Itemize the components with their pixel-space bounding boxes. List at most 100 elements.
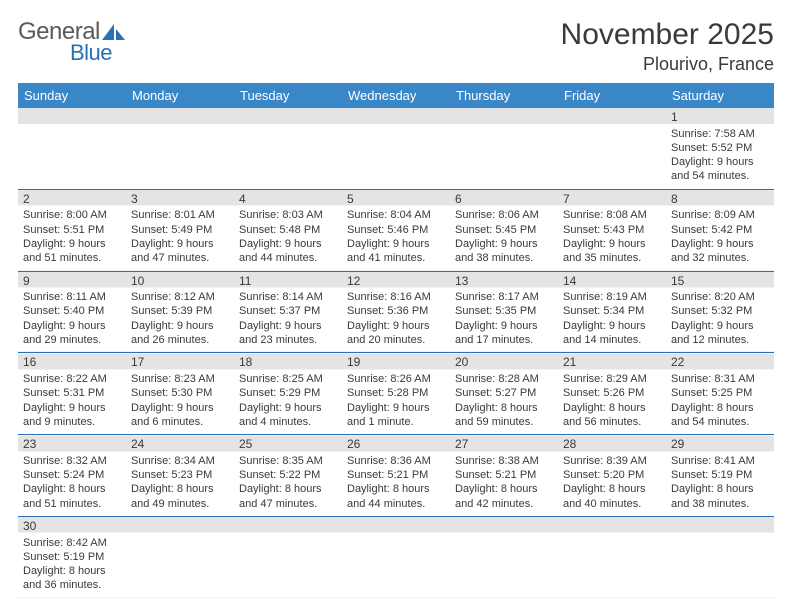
- cell-text: and 36 minutes.: [23, 578, 121, 592]
- cell-text: Sunset: 5:27 PM: [455, 386, 553, 400]
- calendar-cell: [234, 108, 342, 189]
- sail-icon: [101, 23, 127, 41]
- cell-text: Sunset: 5:19 PM: [671, 468, 769, 482]
- cell-text: Sunset: 5:42 PM: [671, 223, 769, 237]
- calendar-cell: 1Sunrise: 7:58 AMSunset: 5:52 PMDaylight…: [666, 108, 774, 189]
- cell-text: Sunset: 5:29 PM: [239, 386, 337, 400]
- cell-text: Daylight: 8 hours: [23, 564, 121, 578]
- day-number: 30: [23, 519, 121, 535]
- cell-text: Sunrise: 8:38 AM: [455, 454, 553, 468]
- cell-text: Sunset: 5:46 PM: [347, 223, 445, 237]
- col-tuesday: Tuesday: [234, 83, 342, 108]
- cell-text: and 4 minutes.: [239, 415, 337, 429]
- cell-text: Sunrise: 8:01 AM: [131, 208, 229, 222]
- cell-text: Daylight: 8 hours: [671, 482, 769, 496]
- logo: GeneralBlue: [18, 18, 127, 66]
- calendar-cell: 24Sunrise: 8:34 AMSunset: 5:23 PMDayligh…: [126, 435, 234, 517]
- cell-text: and 54 minutes.: [671, 415, 769, 429]
- calendar-cell: 27Sunrise: 8:38 AMSunset: 5:21 PMDayligh…: [450, 435, 558, 517]
- calendar-row: 16Sunrise: 8:22 AMSunset: 5:31 PMDayligh…: [18, 353, 774, 435]
- cell-text: Sunrise: 8:25 AM: [239, 372, 337, 386]
- cell-text: Daylight: 9 hours: [131, 237, 229, 251]
- cell-text: Sunrise: 8:29 AM: [563, 372, 661, 386]
- cell-text: and 26 minutes.: [131, 333, 229, 347]
- cell-text: Sunset: 5:37 PM: [239, 304, 337, 318]
- day-number: 19: [347, 355, 445, 371]
- cell-text: Daylight: 9 hours: [23, 319, 121, 333]
- cell-text: Sunset: 5:34 PM: [563, 304, 661, 318]
- day-number: 20: [455, 355, 553, 371]
- calendar-cell: 22Sunrise: 8:31 AMSunset: 5:25 PMDayligh…: [666, 353, 774, 435]
- cell-text: Daylight: 9 hours: [455, 237, 553, 251]
- day-number: 22: [671, 355, 769, 371]
- calendar-cell: 30Sunrise: 8:42 AMSunset: 5:19 PMDayligh…: [18, 516, 126, 597]
- day-number: 1: [671, 110, 769, 126]
- calendar-cell: 28Sunrise: 8:39 AMSunset: 5:20 PMDayligh…: [558, 435, 666, 517]
- cell-text: Sunrise: 8:04 AM: [347, 208, 445, 222]
- calendar-cell: [18, 108, 126, 189]
- cell-text: Sunset: 5:32 PM: [671, 304, 769, 318]
- calendar-cell: 6Sunrise: 8:06 AMSunset: 5:45 PMDaylight…: [450, 189, 558, 271]
- calendar-cell: [450, 516, 558, 597]
- cell-text: Sunrise: 8:08 AM: [563, 208, 661, 222]
- cell-text: and 12 minutes.: [671, 333, 769, 347]
- cell-text: Sunrise: 8:28 AM: [455, 372, 553, 386]
- day-number: 9: [23, 274, 121, 290]
- calendar-cell: 2Sunrise: 8:00 AMSunset: 5:51 PMDaylight…: [18, 189, 126, 271]
- calendar-cell: 21Sunrise: 8:29 AMSunset: 5:26 PMDayligh…: [558, 353, 666, 435]
- cell-text: Daylight: 9 hours: [671, 155, 769, 169]
- calendar-cell: 16Sunrise: 8:22 AMSunset: 5:31 PMDayligh…: [18, 353, 126, 435]
- cell-text: Sunrise: 8:26 AM: [347, 372, 445, 386]
- cell-text: Daylight: 8 hours: [671, 401, 769, 415]
- cell-text: Sunset: 5:19 PM: [23, 550, 121, 564]
- day-number: 6: [455, 192, 553, 208]
- calendar-cell: 19Sunrise: 8:26 AMSunset: 5:28 PMDayligh…: [342, 353, 450, 435]
- cell-text: Sunset: 5:21 PM: [347, 468, 445, 482]
- cell-text: and 17 minutes.: [455, 333, 553, 347]
- cell-text: Sunset: 5:39 PM: [131, 304, 229, 318]
- col-sunday: Sunday: [18, 83, 126, 108]
- cell-text: Sunrise: 8:20 AM: [671, 290, 769, 304]
- cell-text: and 41 minutes.: [347, 251, 445, 265]
- cell-text: Daylight: 8 hours: [347, 482, 445, 496]
- calendar-cell: 5Sunrise: 8:04 AMSunset: 5:46 PMDaylight…: [342, 189, 450, 271]
- cell-text: Sunrise: 8:11 AM: [23, 290, 121, 304]
- cell-text: Sunset: 5:49 PM: [131, 223, 229, 237]
- cell-text: and 54 minutes.: [671, 169, 769, 183]
- calendar-row: 1Sunrise: 7:58 AMSunset: 5:52 PMDaylight…: [18, 108, 774, 189]
- calendar-cell: 10Sunrise: 8:12 AMSunset: 5:39 PMDayligh…: [126, 271, 234, 353]
- day-number: 21: [563, 355, 661, 371]
- calendar-cell: 15Sunrise: 8:20 AMSunset: 5:32 PMDayligh…: [666, 271, 774, 353]
- cell-text: Daylight: 9 hours: [347, 237, 445, 251]
- day-number: 7: [563, 192, 661, 208]
- calendar-row: 30Sunrise: 8:42 AMSunset: 5:19 PMDayligh…: [18, 516, 774, 597]
- cell-text: and 56 minutes.: [563, 415, 661, 429]
- calendar-cell: [126, 108, 234, 189]
- cell-text: and 38 minutes.: [455, 251, 553, 265]
- calendar-cell: 13Sunrise: 8:17 AMSunset: 5:35 PMDayligh…: [450, 271, 558, 353]
- day-number: 10: [131, 274, 229, 290]
- cell-text: Sunset: 5:30 PM: [131, 386, 229, 400]
- calendar-cell: 20Sunrise: 8:28 AMSunset: 5:27 PMDayligh…: [450, 353, 558, 435]
- calendar-cell: [558, 516, 666, 597]
- col-wednesday: Wednesday: [342, 83, 450, 108]
- calendar-cell: 3Sunrise: 8:01 AMSunset: 5:49 PMDaylight…: [126, 189, 234, 271]
- cell-text: Sunrise: 8:09 AM: [671, 208, 769, 222]
- cell-text: Sunrise: 8:19 AM: [563, 290, 661, 304]
- calendar-row: 2Sunrise: 8:00 AMSunset: 5:51 PMDaylight…: [18, 189, 774, 271]
- day-number: 28: [563, 437, 661, 453]
- cell-text: Daylight: 9 hours: [347, 319, 445, 333]
- cell-text: Sunrise: 8:32 AM: [23, 454, 121, 468]
- cell-text: Daylight: 9 hours: [131, 319, 229, 333]
- cell-text: Daylight: 9 hours: [671, 237, 769, 251]
- cell-text: Sunrise: 8:12 AM: [131, 290, 229, 304]
- day-number: 25: [239, 437, 337, 453]
- col-saturday: Saturday: [666, 83, 774, 108]
- day-number: 29: [671, 437, 769, 453]
- calendar-row: 23Sunrise: 8:32 AMSunset: 5:24 PMDayligh…: [18, 435, 774, 517]
- col-monday: Monday: [126, 83, 234, 108]
- cell-text: Daylight: 8 hours: [563, 401, 661, 415]
- cell-text: and 59 minutes.: [455, 415, 553, 429]
- calendar-cell: 14Sunrise: 8:19 AMSunset: 5:34 PMDayligh…: [558, 271, 666, 353]
- cell-text: and 23 minutes.: [239, 333, 337, 347]
